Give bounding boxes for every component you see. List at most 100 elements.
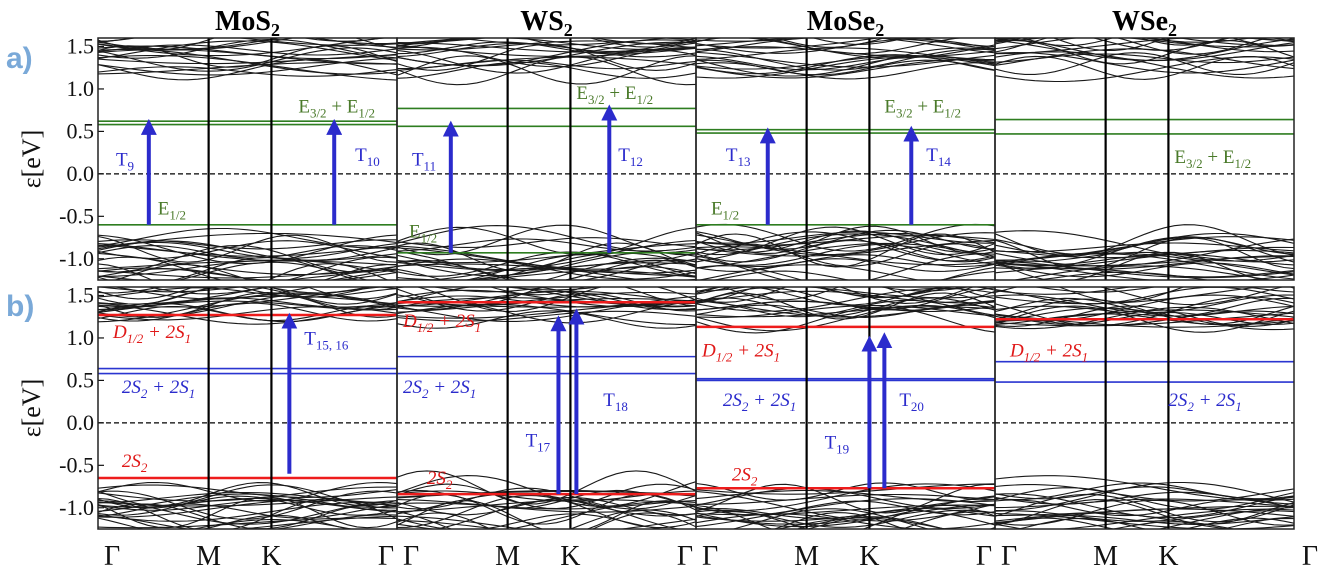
conduction-band — [696, 287, 971, 292]
column-title: WS2 — [520, 6, 573, 40]
y-tick-label: 1.0 — [67, 325, 95, 350]
valence-band — [397, 515, 526, 529]
valence-band — [98, 263, 389, 280]
valence-band — [397, 494, 696, 529]
conduction-band — [431, 287, 550, 293]
conduction-band — [98, 40, 397, 61]
panel-b-2: D1/2 + 2S1 2S2 + 2S1 2S2 T19 T20 — [695, 286, 996, 530]
conduction-band — [98, 38, 282, 50]
valence-band — [995, 475, 1294, 501]
conduction-band — [397, 287, 696, 311]
k-point-label: M — [794, 541, 819, 572]
conduction-band — [995, 38, 1255, 43]
valence-band — [697, 264, 921, 280]
conduction-band — [696, 48, 995, 71]
valence-band — [696, 254, 995, 268]
valence-band — [98, 244, 397, 257]
y-tick-label: 0.5 — [67, 118, 95, 143]
conduction-band — [696, 287, 995, 303]
valence-band — [98, 493, 397, 513]
conduction-band — [98, 44, 397, 56]
valence-band — [995, 252, 1294, 276]
conduction-band — [995, 38, 1294, 61]
conduction-band — [696, 304, 995, 318]
conduction-band — [98, 292, 397, 323]
valence-band — [98, 495, 397, 516]
valence-band — [731, 508, 931, 529]
valence-band — [397, 487, 696, 510]
conduction-band — [995, 298, 1294, 325]
conduction-band — [696, 38, 995, 54]
valence-band — [397, 265, 696, 280]
valence-band — [696, 504, 995, 516]
conduction-band — [397, 290, 696, 311]
level-label: 2S2 — [732, 465, 758, 489]
k-point-label: M — [495, 541, 520, 572]
k-point-label: Γ — [1302, 541, 1318, 572]
y-tick-label: 1.5 — [67, 282, 95, 307]
conduction-band — [397, 310, 696, 329]
conduction-band — [397, 56, 696, 86]
k-point-label: Γ — [677, 541, 693, 572]
valence-band — [397, 251, 696, 280]
k-point-label: Γ — [104, 541, 120, 572]
panel-b-1: D1/2 + 2S1 2S2 + 2S1 2S2 T17 T18 — [396, 286, 697, 530]
conduction-band — [98, 287, 371, 294]
panel-a-0: E1/2 E3/2 + E1/2 T9 T10 — [97, 37, 398, 281]
conduction-band — [995, 312, 1294, 327]
conduction-band — [995, 52, 1294, 75]
valence-band — [995, 521, 1237, 529]
conduction-band — [995, 38, 1232, 51]
valence-band — [98, 227, 397, 249]
level-label: D1/2 + 2S1 — [701, 341, 780, 365]
conduction-band — [502, 287, 604, 291]
valence-band — [696, 493, 995, 505]
level-label: E1/2 — [158, 199, 186, 223]
valence-band — [696, 496, 995, 522]
level-label: T10 — [355, 145, 380, 169]
valence-band — [995, 267, 1294, 278]
conduction-band — [397, 40, 696, 51]
conduction-band — [995, 39, 1294, 65]
conduction-band — [995, 56, 1294, 83]
conduction-band — [1031, 287, 1294, 293]
valence-band — [696, 511, 995, 529]
level-label: T17 — [526, 431, 551, 455]
conduction-band — [995, 38, 1228, 46]
conduction-band — [397, 310, 696, 322]
valence-band — [397, 512, 696, 529]
conduction-band — [1176, 38, 1294, 46]
conduction-band — [397, 38, 696, 51]
k-point-label: M — [196, 541, 221, 572]
conduction-band — [146, 287, 268, 295]
panel-frame — [994, 37, 1295, 281]
valence-band — [397, 500, 696, 529]
valence-band — [696, 246, 995, 266]
valence-band — [98, 241, 397, 259]
valence-band — [98, 234, 397, 263]
valence-band — [995, 237, 1294, 270]
valence-band — [397, 224, 696, 256]
valence-band — [995, 498, 1294, 509]
valence-band — [995, 486, 1294, 500]
conduction-band — [696, 56, 995, 79]
panel-b-0: D1/2 + 2S1 2S2 + 2S1 2S2 T15, 16 — [97, 286, 398, 530]
conduction-band — [98, 49, 397, 65]
valence-band — [397, 238, 696, 252]
level-label: D1/2 + 2S1 — [1009, 341, 1088, 365]
valence-band — [98, 268, 397, 280]
valence-band — [397, 470, 696, 505]
k-point-label: Γ — [403, 541, 419, 572]
conduction-band — [995, 52, 1294, 74]
conduction-band — [995, 305, 1294, 327]
valence-band — [397, 226, 696, 256]
valence-band — [995, 481, 1294, 512]
conduction-band — [995, 38, 1294, 55]
conduction-band — [98, 38, 296, 51]
level-label: T9 — [116, 149, 134, 173]
y-tick-label: -0.5 — [59, 452, 94, 477]
level-label: T18 — [603, 390, 628, 414]
valence-band — [98, 517, 397, 529]
conduction-band — [397, 56, 696, 72]
